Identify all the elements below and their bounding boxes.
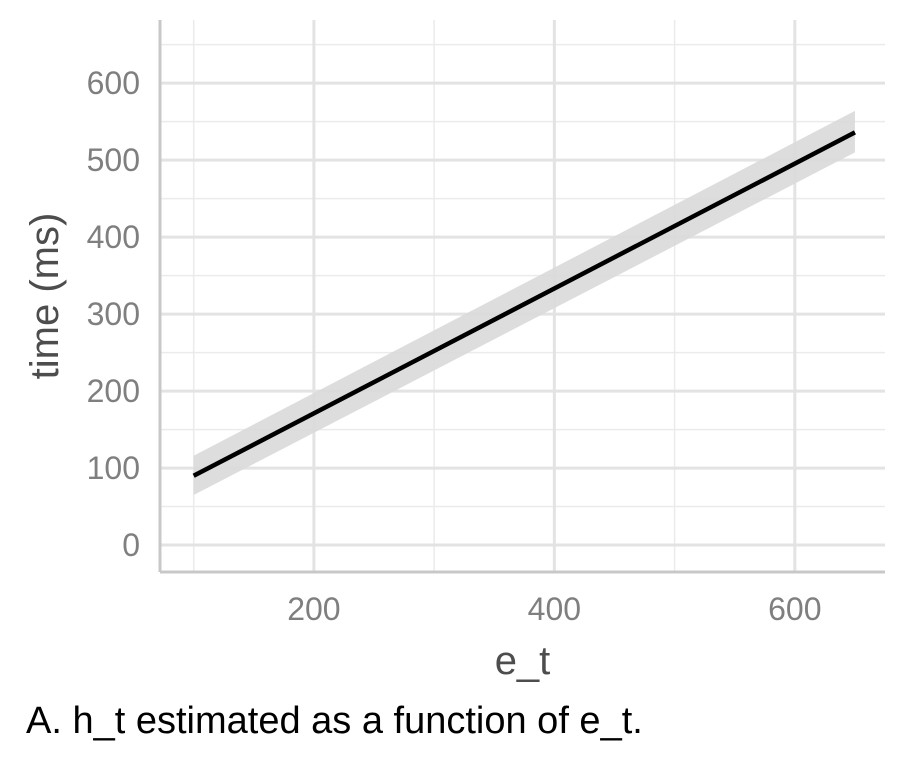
- regression-chart: 200 400 600 0 100 200 300 400 500 600 e_t time (…: [23, 20, 885, 683]
- figure-caption: A. h_t estimated as a function of e_t.: [26, 700, 643, 742]
- x-tick-label: 400: [528, 591, 581, 627]
- x-axis-ticks: 200 400 600: [287, 591, 821, 627]
- x-tick-label: 600: [768, 591, 821, 627]
- y-tick-label: 200: [87, 373, 140, 409]
- y-tick-label: 300: [87, 296, 140, 332]
- x-tick-label: 200: [287, 591, 340, 627]
- y-tick-label: 0: [122, 527, 140, 563]
- y-tick-label: 400: [87, 219, 140, 255]
- y-axis-ticks: 0 100 200 300 400 500 600: [87, 65, 140, 563]
- x-axis-title: e_t: [495, 639, 551, 683]
- minor-gridlines: [160, 20, 885, 572]
- y-axis-title: time (ms): [23, 213, 67, 380]
- y-tick-label: 600: [87, 65, 140, 101]
- fit-line: [192, 130, 856, 478]
- y-tick-label: 500: [87, 142, 140, 178]
- y-tick-label: 100: [87, 450, 140, 486]
